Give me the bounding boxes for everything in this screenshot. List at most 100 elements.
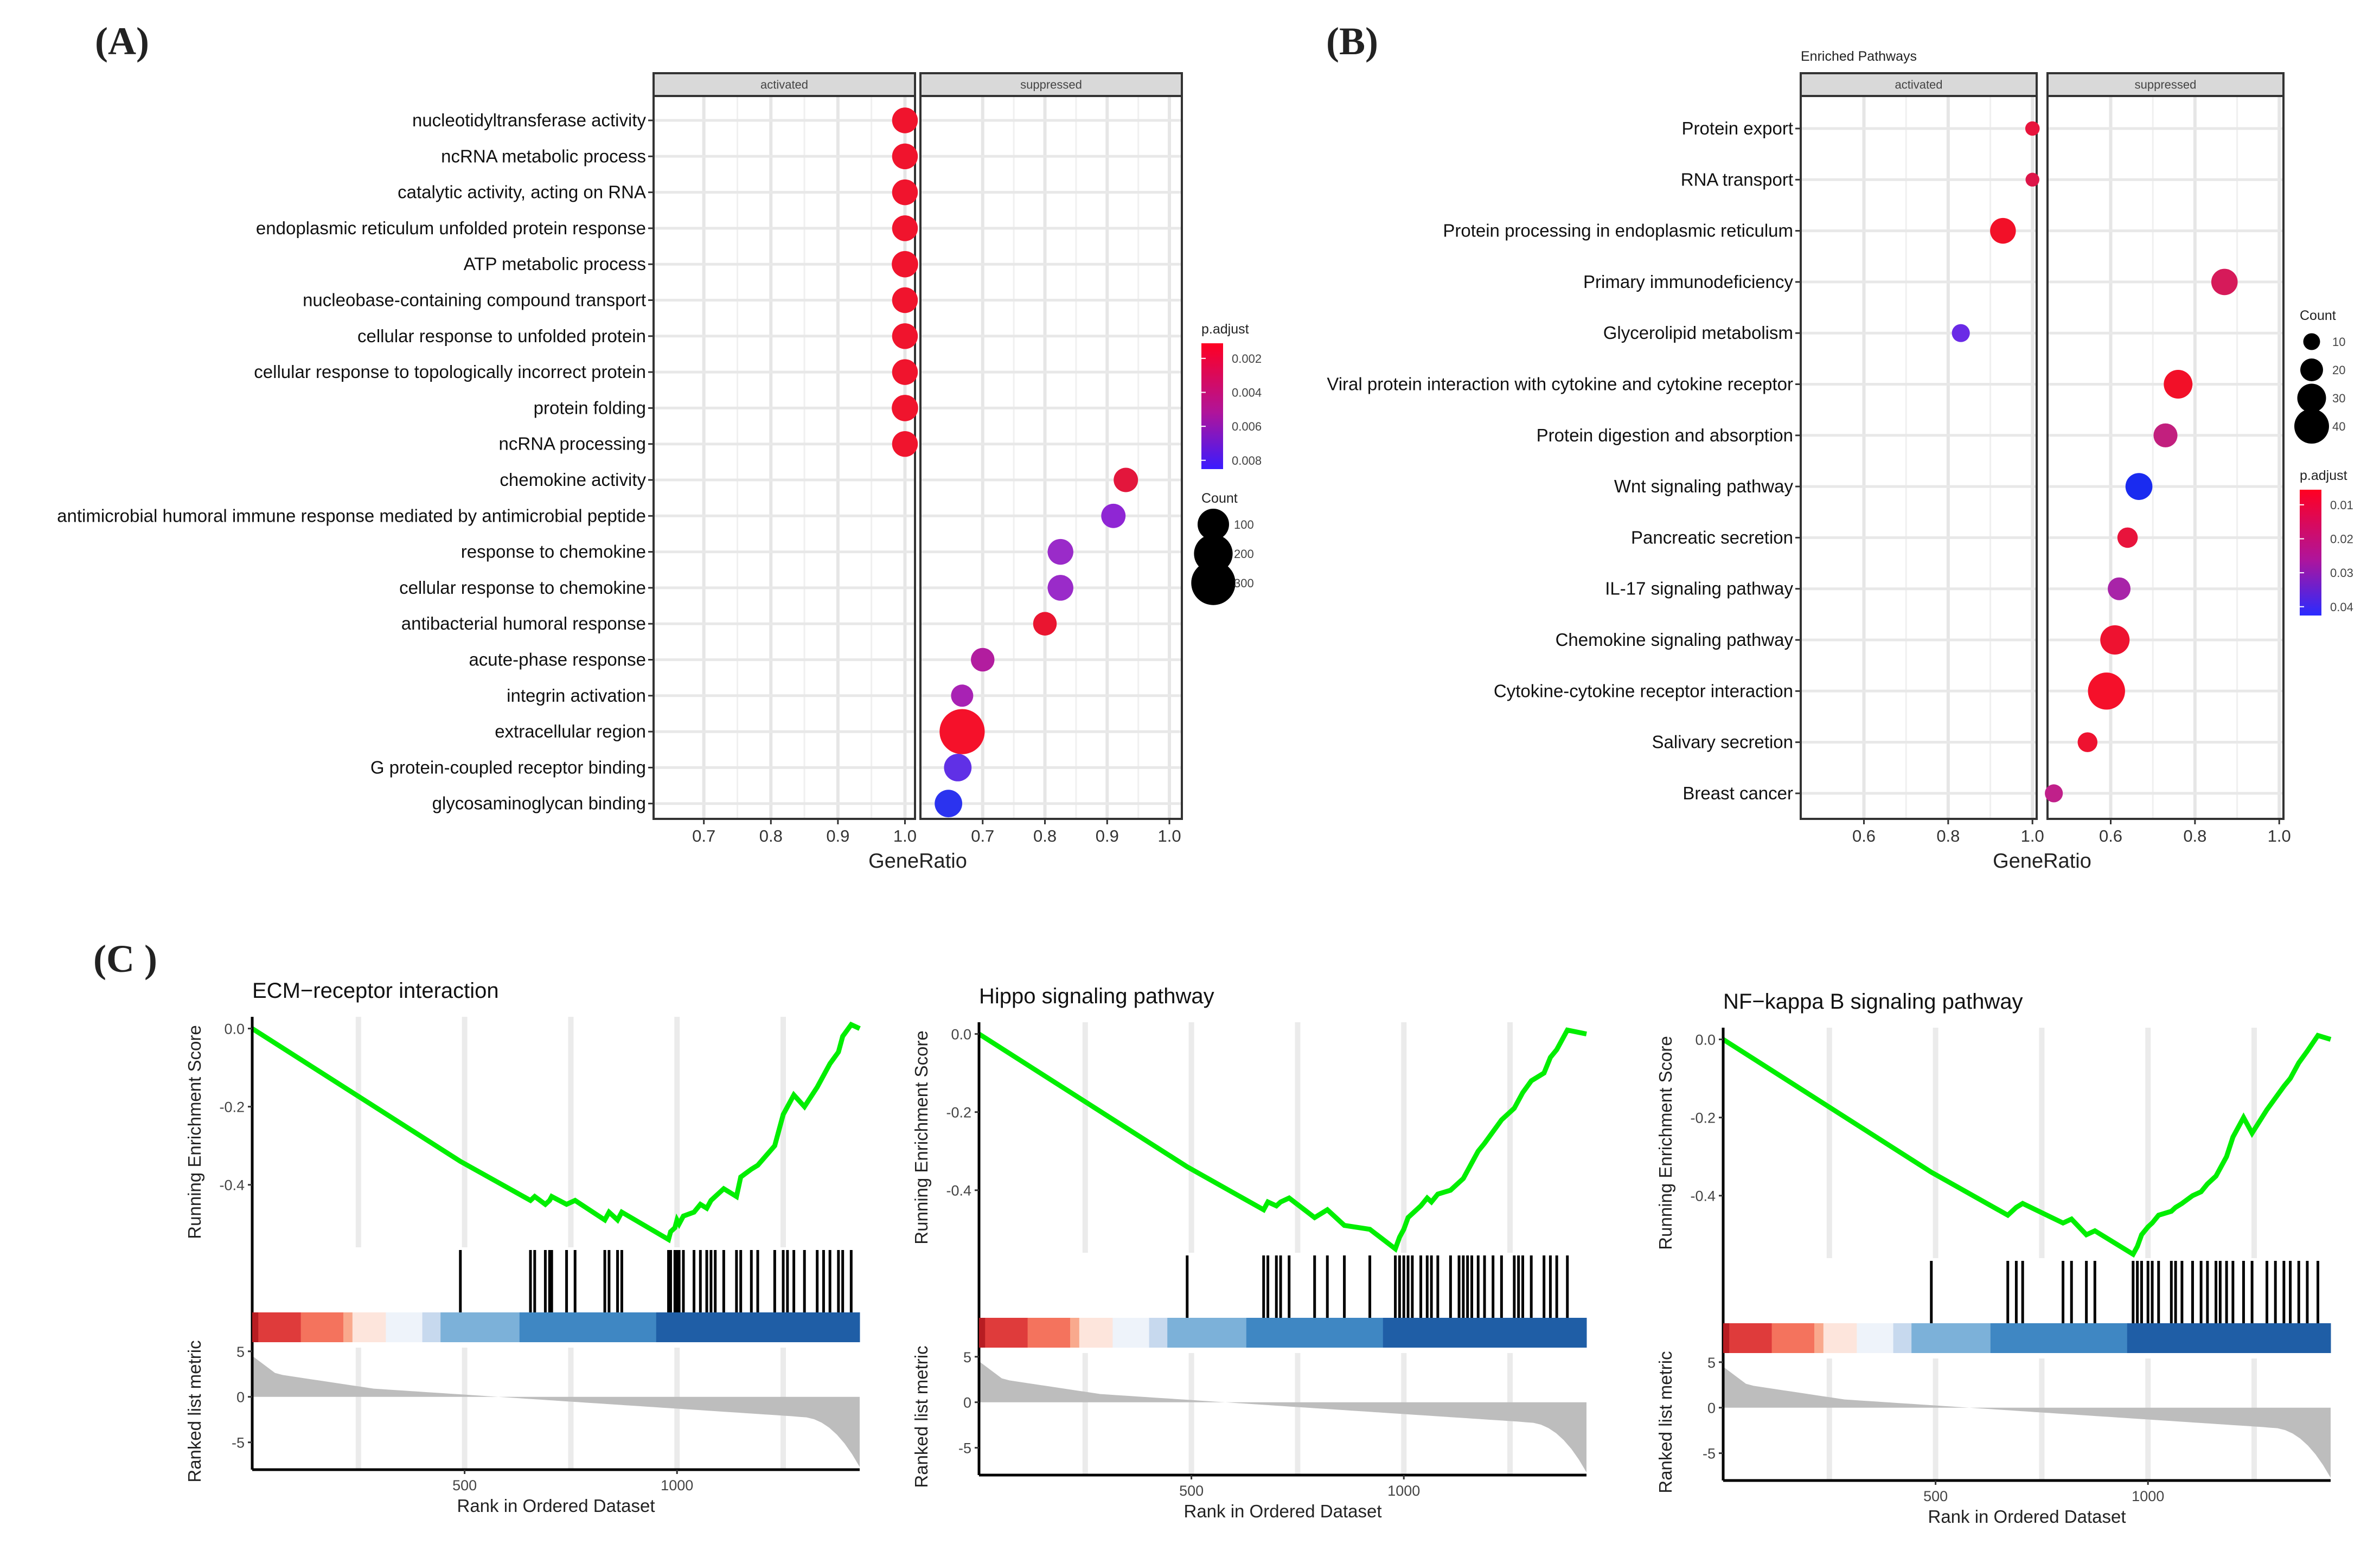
panel-c-gsea-plots: ECM−receptor interaction 0.0 -0.2 -0.4 Runni… (184, 979, 2332, 1527)
rank-color-segment (519, 1312, 657, 1342)
rank-color-segment (1990, 1323, 2128, 1353)
legend-color-bar (1201, 343, 1223, 469)
y-category-label: extracellular region (495, 721, 646, 741)
ranked-metric-area (979, 1361, 1586, 1472)
x-tick-label: 0.8 (759, 826, 783, 845)
x-tick-label: 0.8 (2183, 826, 2206, 845)
es-y-axis-title: Running Enrichment Score (911, 1030, 931, 1244)
rank-color-segment (1814, 1323, 1824, 1353)
metric-y-tick-label: 0 (1707, 1400, 1716, 1417)
data-point (892, 323, 918, 349)
legend-title-size: Count (2300, 308, 2336, 323)
legend-size-dot (1198, 509, 1229, 540)
es-y-tick-label: -0.4 (1690, 1188, 1716, 1204)
rank-color-segment (1893, 1323, 1912, 1353)
legend-size-dot (2294, 409, 2329, 444)
metric-y-tick-label: 5 (1707, 1355, 1716, 1371)
legend-size-dot (2300, 358, 2323, 381)
data-point (939, 709, 985, 754)
panel-label-c: (C ) (93, 937, 157, 980)
rank-color-segment (422, 1312, 441, 1342)
x-tick-label: 0.9 (826, 826, 849, 845)
data-point (892, 251, 918, 278)
data-point (2045, 784, 2063, 803)
data-point (892, 359, 918, 385)
chart-title: Enriched Pathways (1801, 49, 1917, 64)
data-point (944, 754, 972, 781)
legend-size-dot (1191, 561, 1236, 605)
data-point (892, 107, 918, 133)
panel-bg (654, 96, 915, 819)
es-y-tick-label: -0.2 (946, 1105, 971, 1121)
data-point (1047, 539, 1073, 565)
y-category-label: antimicrobial humoral immune response me… (57, 505, 646, 525)
panel-border (1800, 95, 2038, 820)
data-point (2211, 268, 2238, 296)
rank-color-segment (656, 1312, 860, 1342)
legend-title-size: Count (1201, 491, 1238, 506)
legend-color-label: 0.02 (2330, 532, 2353, 546)
data-point (951, 684, 974, 707)
y-category-label: Pancreatic secretion (1631, 527, 1793, 547)
legend-size-label: 20 (2332, 363, 2345, 377)
y-category-label: protein folding (534, 398, 646, 418)
panel-border (919, 95, 1183, 820)
rank-color-segment (1911, 1323, 1991, 1353)
y-category-label: catalytic activity, acting on RNA (398, 182, 646, 202)
y-category-label: Protein digestion and absorption (1537, 425, 1793, 445)
data-point (2164, 370, 2193, 399)
rank-color-segment (1729, 1323, 1773, 1353)
data-point (892, 287, 918, 313)
gsea-title: ECM−receptor interaction (252, 979, 499, 1003)
x-tick-label: 1000 (661, 1477, 693, 1494)
facet-strip-label: suppressed (1020, 78, 1082, 92)
x-tick-label: 1.0 (2268, 826, 2291, 845)
x-tick-label: 1.0 (2021, 826, 2044, 845)
rank-color-segment (1723, 1323, 1730, 1353)
rank-color-segment (1771, 1323, 1815, 1353)
x-tick-label: 0.9 (1096, 826, 1119, 845)
gsea-subplot-3: NF−kappa B signaling pathway 0.0 -0.2 -0.4 R… (1655, 990, 2332, 1527)
enrichment-score-curve (251, 1021, 861, 1244)
y-category-label: integrin activation (507, 685, 646, 706)
legend-color-label: 0.006 (1232, 420, 1262, 433)
x-axis-title: Rank in Ordered Dataset (1928, 1507, 2126, 1527)
rank-color-segment (300, 1312, 344, 1342)
data-point (935, 790, 963, 818)
data-point (1990, 217, 2016, 244)
rank-color-segment (440, 1312, 520, 1342)
rank-color-segment (979, 1318, 986, 1348)
es-y-tick-label: -0.2 (219, 1099, 245, 1116)
gsea-title: Hippo signaling pathway (979, 984, 1214, 1008)
panel-bg (2048, 96, 2283, 819)
metric-y-tick-label: 0 (236, 1389, 245, 1406)
x-axis-title: GeneRatio (868, 850, 967, 873)
legend-size-label: 30 (2332, 392, 2345, 405)
data-point (1114, 467, 1138, 492)
rank-color-segment (386, 1312, 423, 1342)
legend-color-label: 0.03 (2330, 566, 2353, 580)
x-axis-title: Rank in Ordered Dataset (457, 1496, 655, 1516)
rank-color-segment (352, 1312, 386, 1342)
data-point (1033, 612, 1057, 636)
ranked-metric-area (252, 1356, 860, 1467)
gsea-subplot-2: Hippo signaling pathway 0.0 -0.2 -0.4 Runnin… (911, 984, 1587, 1521)
rank-color-segment (1383, 1318, 1587, 1348)
legend-title-color: p.adjust (1201, 322, 1249, 337)
rank-color-segment (1149, 1318, 1168, 1348)
gsea-title: NF−kappa B signaling pathway (1723, 990, 2023, 1014)
y-category-label: Protein processing in endoplasmic reticu… (1443, 221, 1793, 241)
y-category-label: cellular response to topologically incor… (254, 362, 646, 382)
data-point (2025, 172, 2039, 187)
y-category-label: ATP metabolic process (464, 254, 646, 274)
y-category-label: nucleotidyltransferase activity (412, 110, 647, 130)
enrichment-score-curve (977, 1027, 1587, 1253)
panel-border (2046, 95, 2285, 820)
legend-color-label: 0.004 (1232, 386, 1262, 399)
metric-y-axis-title: Ranked list metric (911, 1345, 931, 1488)
es-y-tick-label: 0.0 (224, 1021, 245, 1037)
rank-color-segment (258, 1312, 302, 1342)
data-point (1047, 575, 1073, 601)
metric-y-tick-label: -5 (1703, 1446, 1716, 1462)
